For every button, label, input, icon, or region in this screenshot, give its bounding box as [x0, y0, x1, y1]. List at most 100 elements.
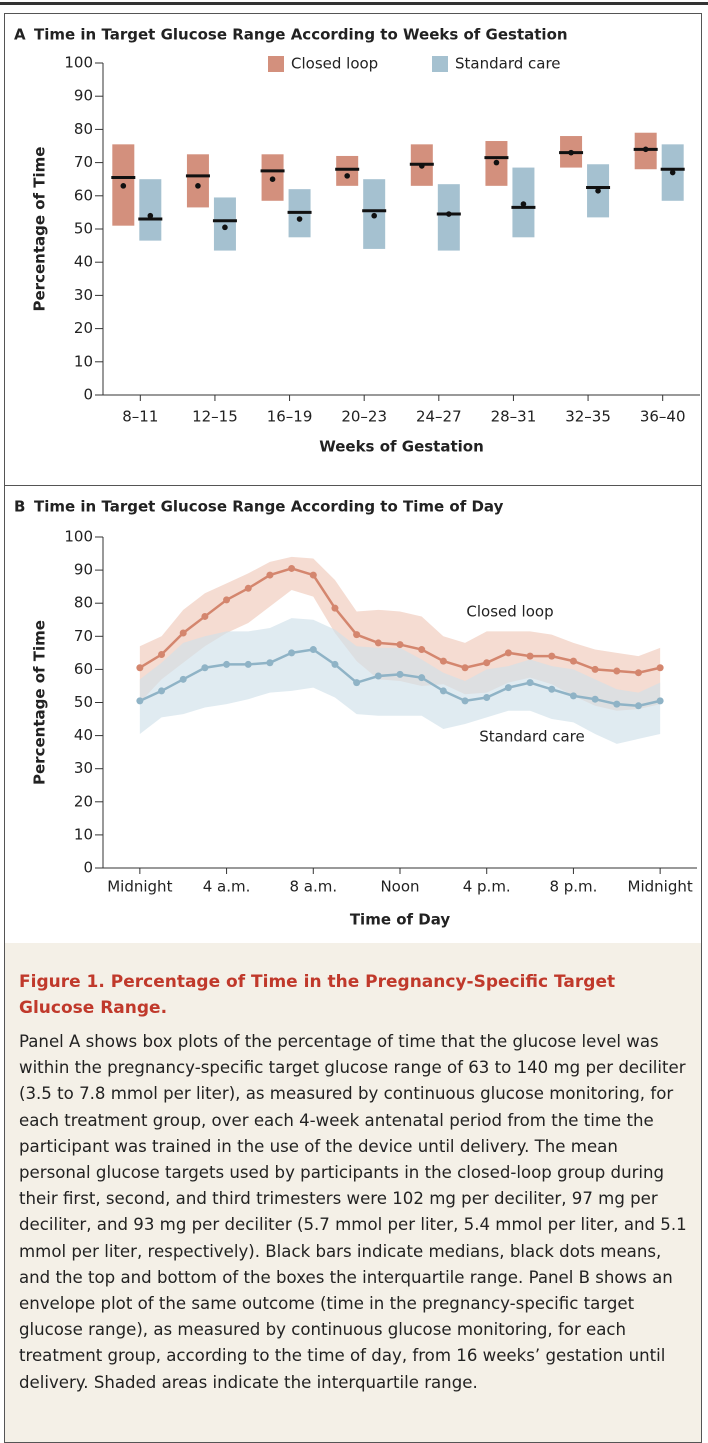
x-tick-label: Noon: [380, 878, 419, 896]
point: [331, 660, 339, 668]
y-axis-label: Percentage of Time: [31, 620, 49, 785]
y-tick-label: 100: [64, 54, 93, 72]
y-tick-label: 60: [74, 186, 93, 204]
mean: [269, 176, 276, 182]
point: [613, 700, 621, 708]
point: [244, 584, 252, 592]
point: [548, 685, 556, 693]
point: [461, 664, 469, 672]
iqr-band: [139, 618, 661, 744]
point: [179, 629, 187, 637]
point: [309, 571, 317, 579]
point: [266, 659, 274, 667]
mean: [371, 212, 377, 219]
point: [439, 687, 447, 695]
x-tick-label: 28–31: [491, 408, 537, 426]
point: [136, 664, 144, 672]
point: [223, 596, 231, 604]
point: [569, 657, 577, 665]
x-tick-label: 16–19: [267, 408, 313, 426]
x-tick-label: Midnight: [628, 878, 693, 896]
point: [418, 674, 426, 682]
box: [139, 179, 162, 241]
point: [353, 631, 361, 639]
y-tick-label: 20: [74, 792, 93, 810]
y-tick-label: 50: [74, 220, 93, 238]
point: [201, 664, 209, 672]
panel-title: Time in Target Glucose Range According t…: [34, 26, 568, 44]
y-tick-label: 40: [74, 726, 93, 744]
mean: [568, 149, 574, 156]
mean: [120, 183, 127, 189]
x-tick-label: 8 p.m.: [549, 878, 597, 896]
box: [336, 155, 359, 186]
y-tick-label: 70: [74, 627, 93, 645]
point: [569, 692, 577, 700]
caption-title: Figure 1. Percentage of Time in the Preg…: [19, 972, 616, 1018]
y-tick-label: 100: [64, 528, 93, 546]
point: [353, 679, 361, 687]
caption-body: Panel A shows box plots of the percentag…: [19, 1032, 687, 1392]
box: [186, 154, 209, 208]
point: [504, 649, 512, 657]
point: [136, 697, 144, 705]
point: [288, 564, 296, 572]
y-tick-label: 80: [74, 120, 93, 138]
y-tick-label: 0: [83, 386, 93, 404]
point: [201, 612, 209, 620]
mean: [493, 159, 500, 166]
point: [179, 675, 187, 683]
y-tick-label: 90: [74, 561, 93, 579]
y-tick-label: 30: [74, 286, 93, 304]
mean: [419, 163, 425, 169]
point: [266, 571, 274, 579]
y-tick-label: 70: [74, 153, 93, 171]
top-rule: [0, 2, 708, 5]
point: [548, 652, 556, 660]
x-tick-label: 20–23: [341, 408, 387, 426]
point: [158, 687, 166, 695]
y-tick-label: 30: [74, 759, 93, 777]
y-tick-label: 90: [74, 87, 93, 105]
x-tick-label: 8–11: [122, 408, 158, 426]
point: [526, 679, 534, 687]
point: [656, 664, 664, 672]
series-label: Closed loop: [466, 603, 553, 621]
box: [213, 197, 236, 251]
chart: A Time in Target Glucose Range According …: [14, 26, 700, 929]
y-axis-label: Percentage of Time: [31, 147, 49, 312]
legend-label: Closed loop: [291, 55, 378, 73]
y-tick-label: 60: [74, 660, 93, 678]
point: [288, 649, 296, 657]
point: [396, 641, 404, 649]
point: [634, 669, 642, 677]
y-tick-label: 10: [74, 825, 93, 843]
point: [223, 660, 231, 668]
mean: [344, 173, 350, 179]
box: [437, 184, 460, 251]
point: [244, 660, 252, 668]
point: [374, 639, 382, 647]
x-tick-label: 4 p.m.: [463, 878, 511, 896]
point: [418, 646, 426, 654]
legend-label: Standard care: [455, 55, 561, 73]
point: [331, 604, 339, 612]
point: [656, 697, 664, 705]
mean: [520, 201, 527, 207]
x-tick-label: 32–35: [565, 408, 611, 426]
y-tick-label: 50: [74, 693, 93, 711]
mean: [642, 146, 649, 153]
legend-swatch: [432, 56, 448, 72]
y-tick-label: 80: [74, 594, 93, 612]
point: [309, 646, 317, 654]
y-tick-label: 10: [74, 352, 93, 370]
x-tick-label: 4 a.m.: [203, 878, 251, 896]
x-axis-label: Time of Day: [350, 911, 451, 929]
y-tick-label: 20: [74, 319, 93, 337]
x-tick-label: Midnight: [107, 878, 172, 896]
caption: Figure 1. Percentage of Time in the Preg…: [4, 943, 702, 1443]
x-tick-label: 24–27: [416, 408, 462, 426]
x-tick-label: 12–15: [192, 408, 238, 426]
mean: [195, 183, 201, 189]
